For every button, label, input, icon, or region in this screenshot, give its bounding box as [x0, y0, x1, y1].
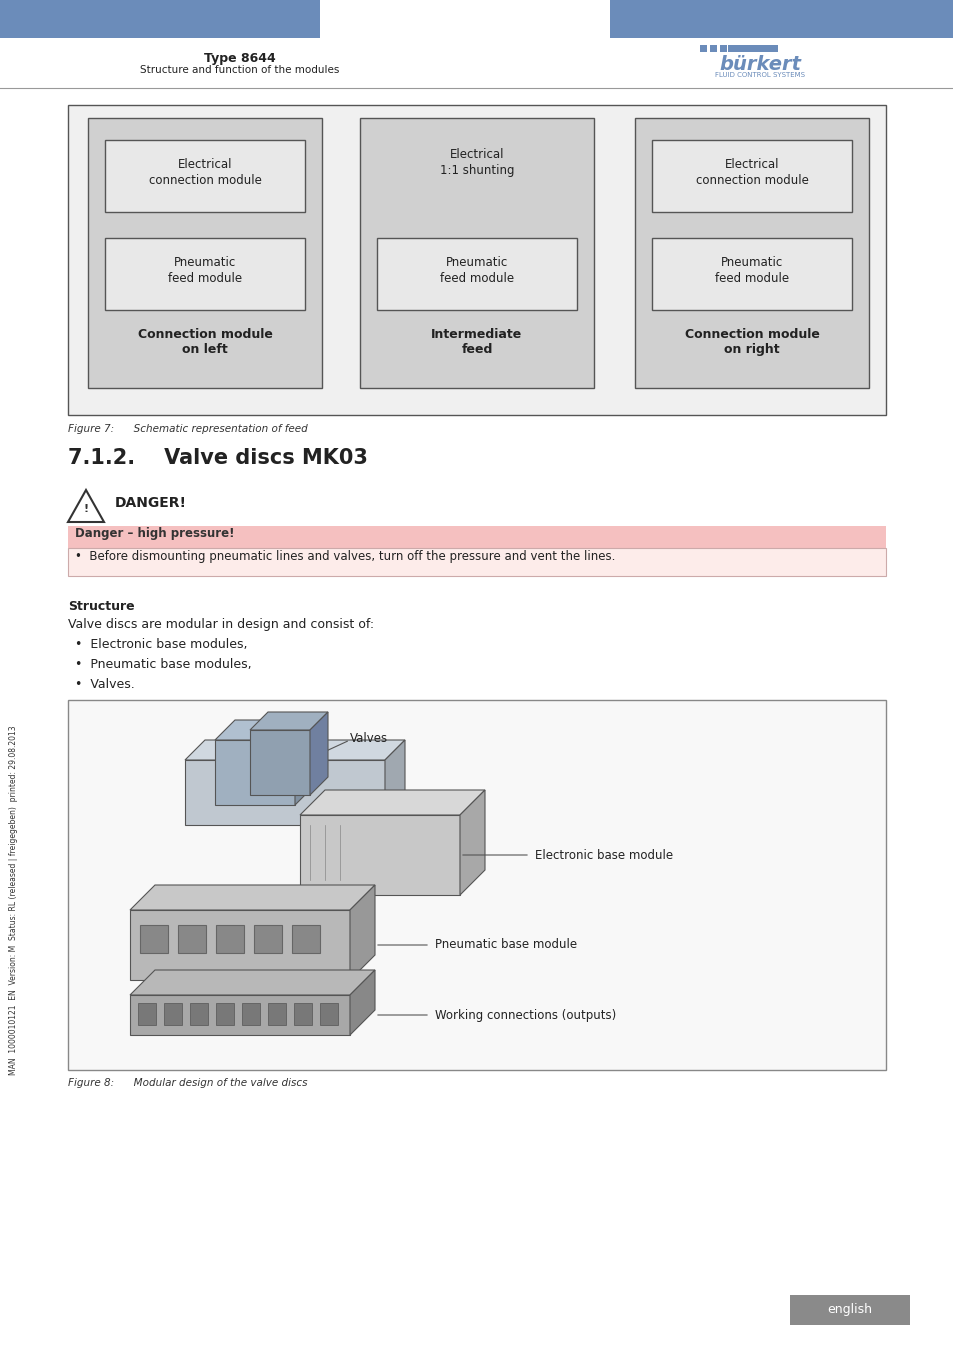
Polygon shape — [350, 971, 375, 1035]
Text: Connection module: Connection module — [137, 328, 273, 342]
FancyBboxPatch shape — [292, 925, 319, 953]
Text: Structure and function of the modules: Structure and function of the modules — [140, 65, 339, 76]
FancyBboxPatch shape — [68, 548, 885, 576]
Text: english: english — [826, 1304, 872, 1316]
Text: Figure 7:      Schematic representation of feed: Figure 7: Schematic representation of fe… — [68, 424, 308, 433]
Text: Figure 8:      Modular design of the valve discs: Figure 8: Modular design of the valve di… — [68, 1079, 307, 1088]
Text: Electrical: Electrical — [724, 158, 779, 171]
FancyBboxPatch shape — [68, 526, 885, 548]
FancyBboxPatch shape — [0, 0, 319, 38]
FancyBboxPatch shape — [250, 730, 310, 795]
Text: 27: 27 — [876, 1303, 895, 1318]
Text: feed module: feed module — [168, 271, 242, 285]
FancyBboxPatch shape — [651, 238, 851, 310]
FancyBboxPatch shape — [130, 910, 350, 980]
Polygon shape — [185, 740, 405, 760]
Text: feed module: feed module — [439, 271, 514, 285]
Text: Working connections (outputs): Working connections (outputs) — [435, 1008, 616, 1022]
Polygon shape — [310, 711, 328, 795]
Text: connection module: connection module — [149, 174, 261, 188]
Text: Connection module: Connection module — [684, 328, 819, 342]
Text: on right: on right — [723, 343, 779, 356]
Polygon shape — [350, 886, 375, 980]
FancyBboxPatch shape — [138, 1003, 156, 1025]
FancyBboxPatch shape — [789, 1295, 909, 1324]
FancyBboxPatch shape — [609, 0, 953, 38]
Text: Pneumatic: Pneumatic — [445, 256, 508, 269]
FancyBboxPatch shape — [68, 701, 885, 1071]
Text: connection module: connection module — [695, 174, 807, 188]
FancyBboxPatch shape — [294, 1003, 312, 1025]
Text: Type 8644: Type 8644 — [204, 53, 275, 65]
Text: •  Pneumatic base modules,: • Pneumatic base modules, — [75, 657, 252, 671]
FancyBboxPatch shape — [376, 238, 577, 310]
Text: Pneumatic: Pneumatic — [720, 256, 782, 269]
Text: feed: feed — [461, 343, 492, 356]
Text: 1:1 shunting: 1:1 shunting — [439, 163, 514, 177]
Text: •  Electronic base modules,: • Electronic base modules, — [75, 639, 247, 651]
Polygon shape — [459, 790, 484, 895]
Polygon shape — [299, 790, 484, 815]
FancyBboxPatch shape — [130, 995, 350, 1035]
Polygon shape — [294, 720, 314, 805]
Text: Pneumatic: Pneumatic — [173, 256, 236, 269]
Text: Intermediate: Intermediate — [431, 328, 522, 342]
FancyBboxPatch shape — [319, 1003, 337, 1025]
FancyBboxPatch shape — [105, 140, 305, 212]
Text: Electrical: Electrical — [177, 158, 232, 171]
FancyBboxPatch shape — [88, 117, 322, 387]
Text: Structure: Structure — [68, 599, 134, 613]
Text: Electronic base module: Electronic base module — [535, 849, 673, 863]
FancyBboxPatch shape — [242, 1003, 260, 1025]
Text: !: ! — [83, 504, 89, 514]
FancyBboxPatch shape — [215, 925, 244, 953]
FancyBboxPatch shape — [164, 1003, 182, 1025]
Text: on left: on left — [182, 343, 228, 356]
FancyBboxPatch shape — [68, 105, 885, 414]
FancyBboxPatch shape — [253, 925, 282, 953]
FancyBboxPatch shape — [709, 45, 717, 53]
FancyBboxPatch shape — [215, 1003, 233, 1025]
Text: FLUID CONTROL SYSTEMS: FLUID CONTROL SYSTEMS — [714, 72, 804, 78]
Text: MAN  1000010121  EN  Version: M  Status: RL (released | freigegeben)  printed: 2: MAN 1000010121 EN Version: M Status: RL … — [10, 725, 18, 1075]
FancyBboxPatch shape — [190, 1003, 208, 1025]
Text: Danger – high pressure!: Danger – high pressure! — [75, 526, 234, 540]
Polygon shape — [130, 886, 375, 910]
FancyBboxPatch shape — [727, 45, 778, 53]
Text: DANGER!: DANGER! — [115, 495, 187, 510]
Polygon shape — [385, 740, 405, 825]
FancyBboxPatch shape — [185, 760, 385, 825]
Text: •  Before dismounting pneumatic lines and valves, turn off the pressure and vent: • Before dismounting pneumatic lines and… — [75, 549, 615, 563]
Text: bürkert: bürkert — [719, 55, 801, 74]
Text: Electrical: Electrical — [449, 148, 504, 161]
Text: Pneumatic base module: Pneumatic base module — [435, 938, 577, 950]
FancyBboxPatch shape — [359, 117, 594, 387]
FancyBboxPatch shape — [268, 1003, 286, 1025]
FancyBboxPatch shape — [651, 140, 851, 212]
Polygon shape — [214, 720, 314, 740]
Polygon shape — [68, 490, 104, 522]
FancyBboxPatch shape — [720, 45, 726, 53]
Text: 7.1.2.    Valve discs MK03: 7.1.2. Valve discs MK03 — [68, 448, 368, 468]
FancyBboxPatch shape — [178, 925, 206, 953]
Text: •  Valves.: • Valves. — [75, 678, 134, 691]
FancyBboxPatch shape — [105, 238, 305, 310]
Polygon shape — [130, 971, 375, 995]
FancyBboxPatch shape — [214, 740, 294, 805]
Text: feed module: feed module — [714, 271, 788, 285]
Text: Valve discs are modular in design and consist of:: Valve discs are modular in design and co… — [68, 618, 374, 630]
FancyBboxPatch shape — [299, 815, 459, 895]
FancyBboxPatch shape — [700, 45, 706, 53]
FancyBboxPatch shape — [635, 117, 868, 387]
Polygon shape — [250, 711, 328, 730]
FancyBboxPatch shape — [140, 925, 168, 953]
Text: Valves: Valves — [350, 732, 388, 745]
